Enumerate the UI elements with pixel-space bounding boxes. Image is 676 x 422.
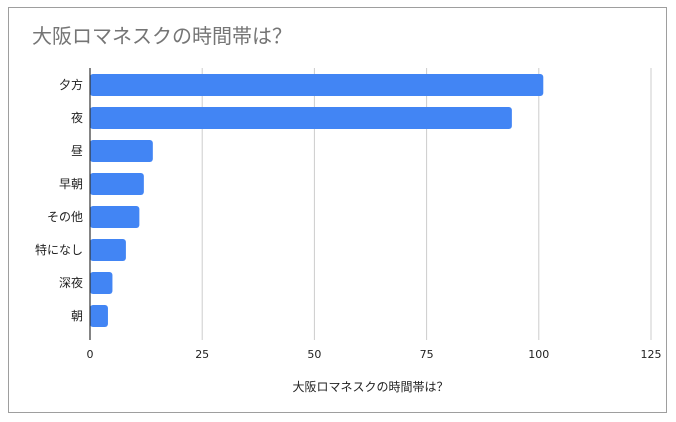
y-category-label: 夜	[71, 110, 83, 125]
x-tick-label: 0	[87, 348, 94, 361]
x-tick-label: 125	[641, 348, 662, 361]
chart-title: 大阪ロマネスクの時間帯は？	[32, 24, 292, 48]
y-category-label: 深夜	[59, 275, 83, 290]
x-tick-label: 50	[307, 348, 321, 361]
bar-夕方	[90, 74, 544, 96]
bar-特になし	[90, 239, 126, 261]
x-tick-label: 75	[420, 348, 434, 361]
y-category-label: 朝	[71, 309, 83, 323]
x-axis-title: 大阪ロマネスクの時間帯は？	[292, 380, 448, 394]
bar-朝	[90, 305, 108, 327]
bar-深夜	[90, 272, 113, 294]
bar-早朝	[90, 173, 144, 195]
y-category-label: その他	[47, 210, 83, 224]
bar-夜	[90, 107, 512, 129]
x-tick-label: 25	[195, 348, 209, 361]
bar-昼	[90, 140, 153, 162]
y-category-label: 特になし	[35, 242, 83, 257]
x-tick-label: 100	[528, 348, 549, 361]
bars	[90, 74, 544, 327]
y-category-label: 早朝	[59, 177, 83, 191]
y-category-label: 夕方	[59, 77, 83, 92]
y-category-label: 昼	[71, 144, 83, 158]
bar-その他	[90, 206, 140, 228]
